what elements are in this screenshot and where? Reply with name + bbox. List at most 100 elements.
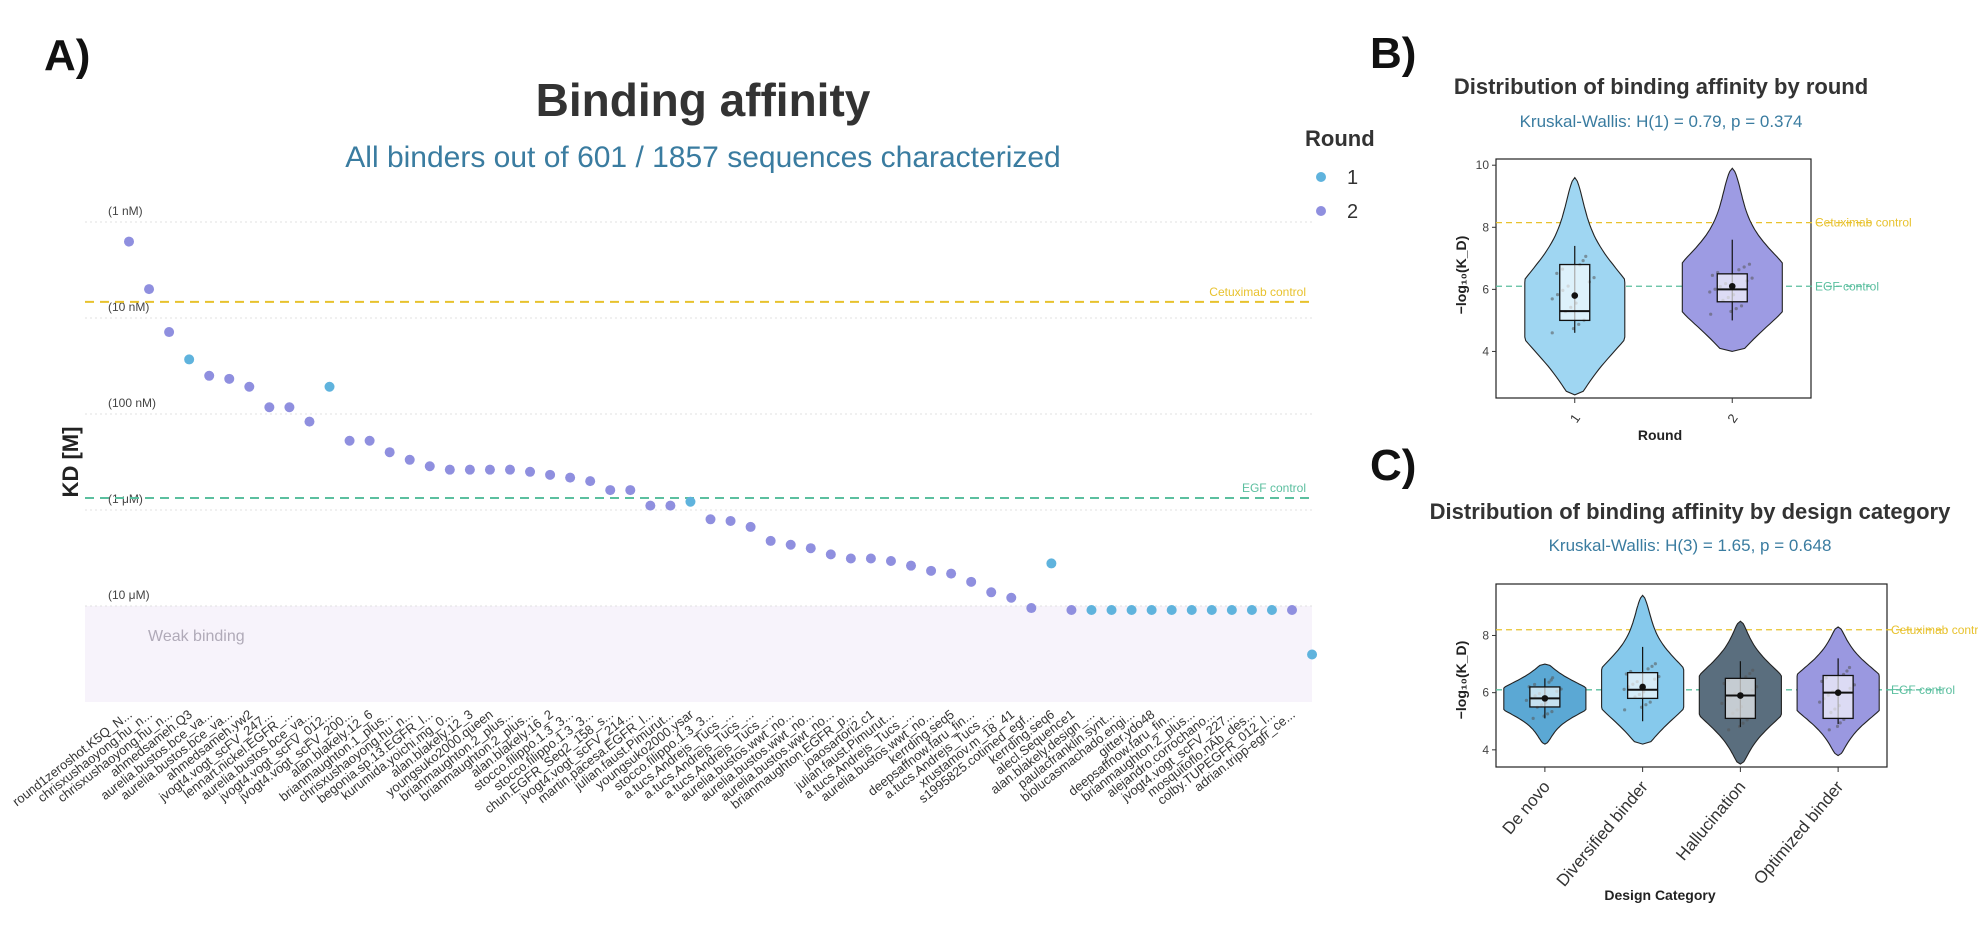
- data-point: [665, 500, 676, 511]
- jitter-point: [1747, 262, 1752, 266]
- jitter-point: [1653, 662, 1657, 666]
- data-point: [1226, 604, 1237, 615]
- jitter-point: [1741, 721, 1745, 725]
- data-point: [685, 496, 696, 507]
- data-point: [605, 485, 616, 496]
- jitter-point: [1555, 292, 1560, 297]
- data-point: [224, 373, 235, 384]
- chart-b-plot: 4 6 8 10 Cetuximab control EGF control 1 2: [1476, 158, 1912, 425]
- panel-label-a: A): [44, 31, 90, 80]
- jitter-point: [1577, 322, 1581, 326]
- data-point: [424, 461, 435, 472]
- legend-label-round-1: 1: [1347, 167, 1358, 189]
- jitter-point: [1531, 716, 1535, 720]
- chart-a-title: Binding affinity: [536, 74, 871, 126]
- y-tick-label: 6: [1482, 282, 1489, 296]
- data-point: [1026, 603, 1037, 614]
- jitter-point: [1648, 700, 1652, 704]
- data-point: [545, 469, 556, 480]
- chart-a-subtitle: All binders out of 601 / 1857 sequences …: [345, 141, 1060, 174]
- data-point: [1106, 604, 1117, 615]
- jitter-point: [1550, 710, 1554, 714]
- chart-b-subtitle: Kruskal-Wallis: H(1) = 0.79, p = 0.374: [1520, 112, 1803, 131]
- jitter-point: [1838, 721, 1842, 725]
- weak-binding-label: Weak binding: [148, 628, 245, 645]
- data-point: [966, 576, 977, 587]
- jitter-point: [1644, 703, 1648, 707]
- data-point: [444, 464, 455, 475]
- chart-c-ylabel: −log₁₀(K_D): [1453, 641, 1469, 720]
- legend-label-round-2: 2: [1347, 201, 1358, 223]
- x-tick-label: Optimized binder: [1750, 777, 1847, 888]
- x-tick-label: Hallucination: [1672, 777, 1749, 864]
- data-point: [785, 539, 796, 550]
- jitter-point: [1750, 276, 1754, 280]
- data-point: [946, 568, 957, 579]
- chart-b-ylabel: −log₁₀(K_D): [1453, 236, 1469, 315]
- data-point: [124, 236, 134, 247]
- data-point: [1246, 604, 1257, 615]
- reference-line-label: EGF control: [1242, 481, 1306, 495]
- jitter-point: [1524, 698, 1529, 702]
- jitter-point: [1622, 687, 1626, 691]
- data-point: [484, 464, 495, 475]
- chart-a-plot: Weak binding (1 nM) (10 nM) (100 nM) (1 μM) (…: [9, 204, 1318, 816]
- jitter-point: [1818, 700, 1822, 704]
- data-point: [1126, 604, 1137, 615]
- panel-label-c: C): [1370, 441, 1416, 490]
- jitter-point: [1646, 667, 1650, 671]
- data-point: [845, 553, 856, 564]
- jitter-point: [1532, 682, 1537, 687]
- jitter-point: [1650, 664, 1654, 668]
- x-tick-label: 2: [1724, 411, 1740, 426]
- reference-line-label: EGF control: [1891, 683, 1955, 697]
- y-tick-label: 4: [1482, 743, 1489, 757]
- box-iqr: [1822, 674, 1854, 720]
- data-point: [364, 435, 375, 446]
- jitter-point: [1710, 273, 1714, 277]
- legend-swatch-round-1: [1316, 172, 1326, 182]
- mean-point: [1737, 692, 1744, 699]
- jitter-point: [1827, 728, 1831, 732]
- data-point: [284, 402, 295, 413]
- data-point: [1086, 604, 1097, 615]
- data-point: [645, 500, 656, 511]
- data-point: [865, 553, 876, 564]
- mean-point: [1728, 282, 1736, 290]
- data-point: [1266, 604, 1277, 615]
- jitter-point: [1709, 312, 1713, 316]
- y-tick-label: 6: [1482, 686, 1489, 700]
- legend-swatch-round-2: [1316, 206, 1326, 216]
- chart-c-title: Distribution of binding affinity by desi…: [1430, 499, 1951, 524]
- data-point: [885, 556, 896, 567]
- y-tick-label: (1 nM): [108, 204, 143, 218]
- legend-title: Round: [1305, 126, 1375, 151]
- data-point: [344, 435, 355, 446]
- reference-line-label: Cetuximab control: [1209, 285, 1306, 299]
- data-point: [464, 464, 475, 475]
- jitter-point: [1549, 678, 1553, 682]
- jitter-point: [1550, 297, 1554, 301]
- jitter-point: [1742, 265, 1746, 269]
- data-point: [304, 416, 315, 427]
- jitter-point: [1845, 669, 1849, 673]
- data-point: [585, 476, 596, 487]
- data-point: [926, 565, 937, 576]
- chart-b-title: Distribution of binding affinity by roun…: [1454, 74, 1868, 99]
- x-tick-label: 1: [1567, 411, 1583, 426]
- data-point: [1006, 592, 1017, 603]
- data-point: [1206, 604, 1217, 615]
- y-tick-label: 10: [1476, 158, 1490, 172]
- data-point: [705, 514, 716, 525]
- data-point: [264, 402, 275, 413]
- y-tick-label: (10 nM): [108, 300, 149, 314]
- data-point: [384, 447, 395, 458]
- data-point: [1146, 604, 1157, 615]
- chart-c-plot: 4 6 8 Cetuximab control EGF control De novoDi…: [1482, 583, 1978, 890]
- y-tick-label: 8: [1482, 220, 1489, 234]
- data-point: [906, 560, 917, 571]
- data-point: [504, 464, 515, 475]
- data-point: [765, 535, 776, 546]
- data-point: [1166, 604, 1177, 615]
- jitter-point: [1555, 271, 1559, 275]
